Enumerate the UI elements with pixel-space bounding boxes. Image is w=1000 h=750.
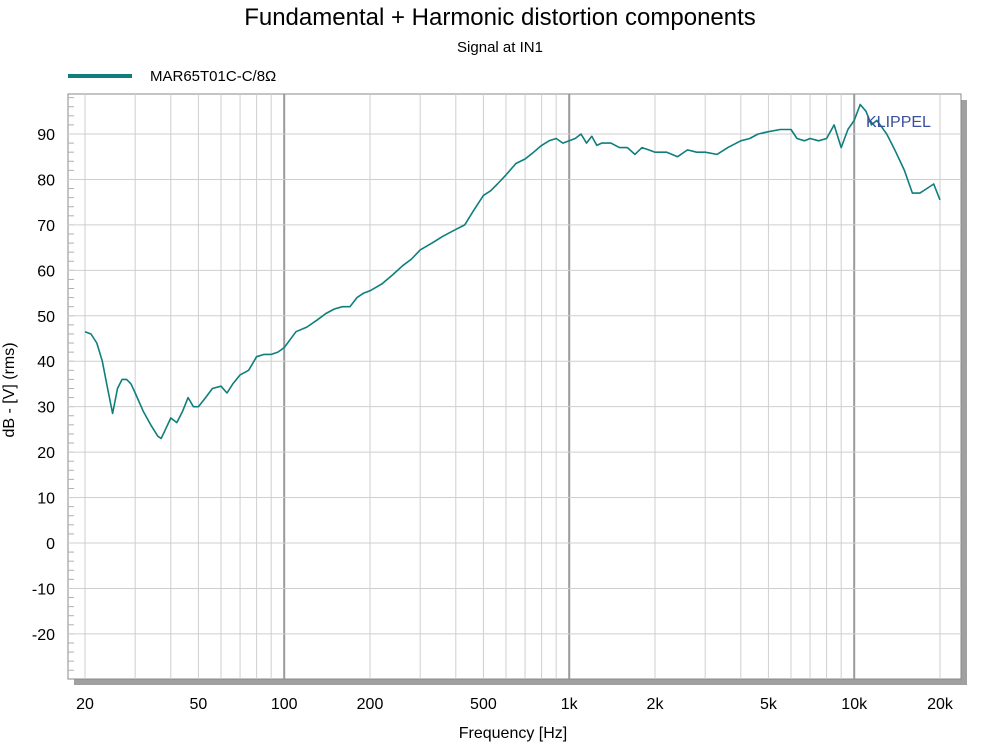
x-tick-label: 200 [357,696,384,713]
y-tick-label: 60 [37,263,55,280]
legend: MAR65T01C-C/8Ω [68,68,276,85]
x-tick-label: 10k [841,696,868,713]
x-tick-label: 1k [561,696,579,713]
y-tick-label: 30 [37,400,55,417]
y-tick-label: -10 [32,581,55,598]
y-axis-label: dB - [V] (rms) [1,342,18,437]
y-tick-label: 50 [37,309,55,326]
legend-label: MAR65T01C-C/8Ω [150,68,276,85]
x-tick-label: 50 [190,696,208,713]
x-tick-label: 20k [927,696,954,713]
y-tick-label: 90 [37,127,55,144]
chart-subtitle: Signal at IN1 [457,39,543,56]
grid [68,94,961,679]
x-tick-label: 100 [271,696,298,713]
y-tick-label: -20 [32,627,55,644]
series-layer [84,103,941,440]
x-tick-label: 5k [760,696,778,713]
y-tick-label: 70 [37,218,55,235]
y-tick-label: 40 [37,354,55,371]
series-line [84,103,941,440]
y-tick-label: 0 [46,536,55,553]
klippel-watermark: KLIPPEL [866,114,931,131]
x-tick-label: 2k [647,696,665,713]
x-tick-label: 20 [76,696,94,713]
y-tick-label: 10 [37,491,55,508]
y-tick-label: 20 [37,445,55,462]
x-axis-label: Frequency [Hz] [459,725,567,742]
chart-title: Fundamental + Harmonic distortion compon… [244,4,756,31]
x-tick-label: 500 [470,696,497,713]
y-tick-label: 80 [37,172,55,189]
